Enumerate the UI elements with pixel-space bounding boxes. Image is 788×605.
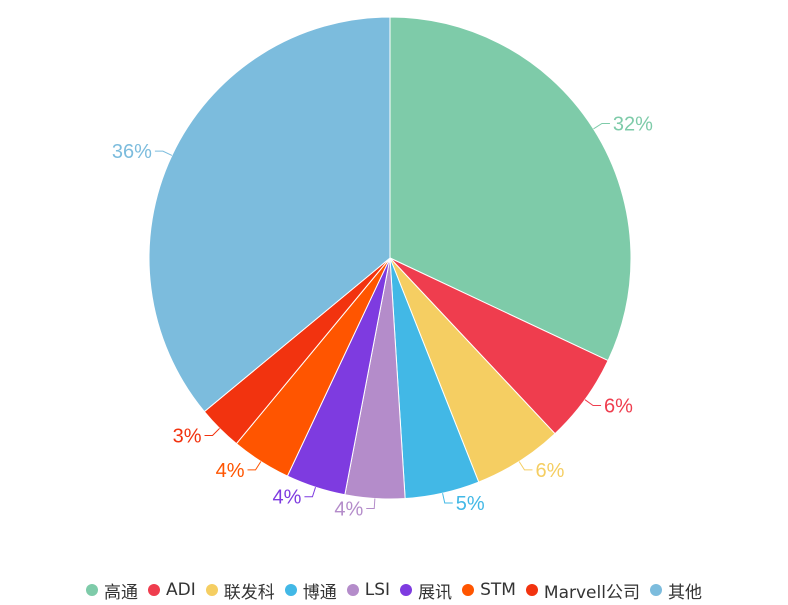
label-leader-line — [247, 461, 262, 471]
legend-label: 展讯 — [418, 582, 453, 603]
legend-item[interactable]: 高通 — [86, 578, 138, 603]
label-leader-line — [304, 487, 317, 498]
legend-item[interactable]: 博通 — [284, 578, 337, 603]
slice-percent-label: 4% — [216, 460, 245, 482]
slice-percent-label: 6% — [604, 396, 633, 418]
label-leader-line — [204, 428, 220, 436]
legend-marker-icon — [462, 584, 475, 596]
label-leader-lines — [154, 123, 610, 509]
legend-item[interactable]: ADI — [148, 580, 196, 600]
legend-label: 高通 — [104, 582, 139, 603]
pie-slice[interactable] — [148, 16, 391, 413]
legend-label: STM — [480, 580, 516, 600]
slice-percent-label: 3% — [173, 425, 202, 447]
legend-marker-icon — [525, 584, 538, 596]
slice-percent-label: 4% — [334, 499, 363, 521]
pie-slices — [148, 16, 632, 500]
legend-marker-icon — [649, 584, 662, 596]
label-leader-line — [154, 150, 173, 156]
slice-percent-label: 36% — [112, 141, 152, 163]
label-leader-line — [584, 399, 602, 407]
legend-marker-icon — [148, 584, 161, 596]
legend-item[interactable]: 展讯 — [400, 578, 452, 603]
legend-label: 博通 — [302, 582, 337, 603]
legend-item[interactable]: 联发科 — [205, 578, 275, 603]
pie-labels: 32% 6% 6% 5% 4% 4% 4% 3% 36% — [112, 114, 653, 521]
legend-marker-icon — [205, 584, 218, 596]
legend-label: 其他 — [667, 582, 702, 603]
legend-label: LSI — [364, 580, 391, 600]
legend-marker-icon — [86, 584, 99, 596]
legend-item[interactable]: STM — [462, 580, 516, 600]
legend-item[interactable]: 其他 — [649, 578, 702, 603]
legend-marker-icon — [400, 584, 413, 596]
legend-marker-icon — [346, 584, 359, 596]
slice-percent-label: 5% — [456, 493, 485, 515]
legend-item[interactable]: Marvell公司 — [525, 578, 640, 603]
legend-label: Marvell公司 — [543, 582, 640, 603]
slice-percent-label: 32% — [613, 114, 653, 136]
label-leader-line — [366, 498, 376, 509]
label-leader-line — [518, 461, 533, 471]
legend-label: 联发科 — [223, 582, 275, 603]
legend-item[interactable]: LSI — [346, 580, 391, 600]
label-leader-line — [442, 493, 453, 504]
legend-label: ADI — [166, 580, 196, 600]
slice-percent-label: 4% — [273, 487, 302, 509]
label-leader-line — [593, 123, 610, 130]
chart-legend: 高通 ADI 联发科 博通 LSI 展讯 STM Marvell公司 其他 — [0, 577, 788, 603]
slice-percent-label: 6% — [535, 460, 564, 482]
legend-marker-icon — [284, 584, 297, 596]
